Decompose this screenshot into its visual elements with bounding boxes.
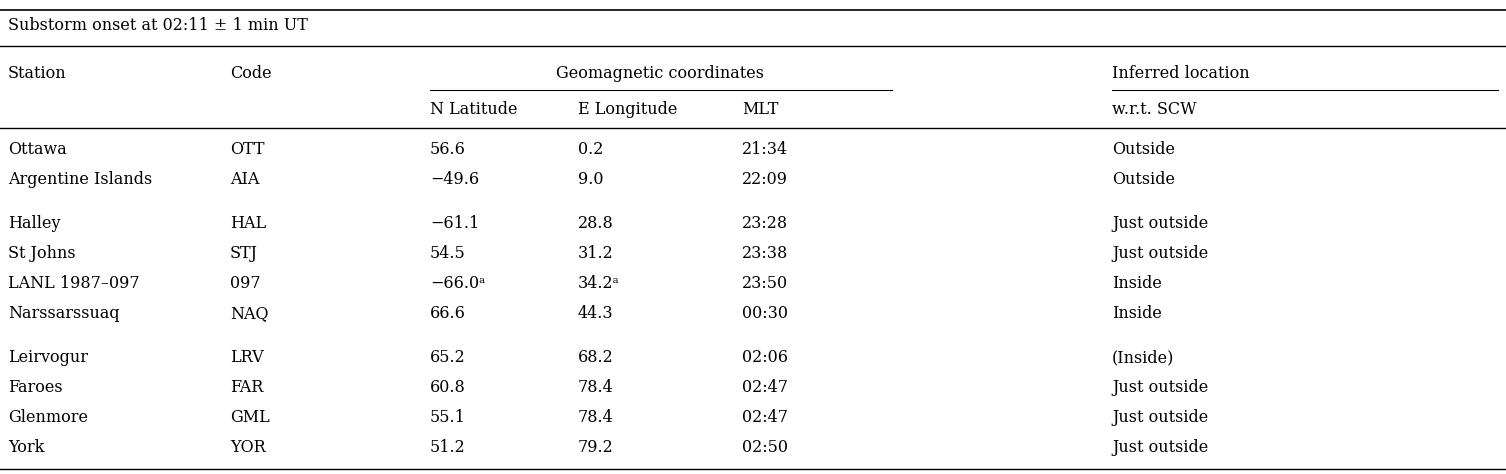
Text: (Inside): (Inside) — [1111, 349, 1175, 366]
Text: 51.2: 51.2 — [431, 439, 465, 456]
Text: MLT: MLT — [742, 101, 779, 118]
Text: 78.4: 78.4 — [578, 380, 614, 396]
Text: 21:34: 21:34 — [742, 142, 788, 158]
Text: Glenmore: Glenmore — [8, 410, 87, 427]
Text: 54.5: 54.5 — [431, 246, 465, 263]
Text: 02:47: 02:47 — [742, 380, 788, 396]
Text: 0.2: 0.2 — [578, 142, 604, 158]
Text: 00:30: 00:30 — [742, 306, 788, 322]
Text: Just outside: Just outside — [1111, 246, 1208, 263]
Text: Station: Station — [8, 64, 66, 82]
Text: NAQ: NAQ — [230, 306, 268, 322]
Text: −49.6: −49.6 — [431, 172, 479, 189]
Text: 9.0: 9.0 — [578, 172, 604, 189]
Text: 65.2: 65.2 — [431, 349, 465, 366]
Text: Narssarssuaq: Narssarssuaq — [8, 306, 119, 322]
Text: Outside: Outside — [1111, 172, 1175, 189]
Text: 44.3: 44.3 — [578, 306, 613, 322]
Text: 097: 097 — [230, 275, 261, 292]
Text: York: York — [8, 439, 44, 456]
Text: −66.0ᵃ: −66.0ᵃ — [431, 275, 485, 292]
Text: 60.8: 60.8 — [431, 380, 465, 396]
Text: LANL 1987–097: LANL 1987–097 — [8, 275, 140, 292]
Text: Argentine Islands: Argentine Islands — [8, 172, 152, 189]
Text: Ottawa: Ottawa — [8, 142, 66, 158]
Text: Halley: Halley — [8, 216, 60, 233]
Text: 55.1: 55.1 — [431, 410, 465, 427]
Text: 23:38: 23:38 — [742, 246, 788, 263]
Text: 28.8: 28.8 — [578, 216, 614, 233]
Text: Just outside: Just outside — [1111, 439, 1208, 456]
Text: E Longitude: E Longitude — [578, 101, 678, 118]
Text: 31.2: 31.2 — [578, 246, 614, 263]
Text: 02:50: 02:50 — [742, 439, 788, 456]
Text: 66.6: 66.6 — [431, 306, 465, 322]
Text: Just outside: Just outside — [1111, 380, 1208, 396]
Text: 02:06: 02:06 — [742, 349, 788, 366]
Text: YOR: YOR — [230, 439, 265, 456]
Text: Code: Code — [230, 64, 271, 82]
Text: 23:28: 23:28 — [742, 216, 788, 233]
Text: N Latitude: N Latitude — [431, 101, 518, 118]
Text: AIA: AIA — [230, 172, 259, 189]
Text: LRV: LRV — [230, 349, 264, 366]
Text: 23:50: 23:50 — [742, 275, 788, 292]
Text: 79.2: 79.2 — [578, 439, 614, 456]
Text: Inferred location: Inferred location — [1111, 64, 1250, 82]
Text: Faroes: Faroes — [8, 380, 63, 396]
Text: St Johns: St Johns — [8, 246, 75, 263]
Text: Substorm onset at 02:11 ± 1 min UT: Substorm onset at 02:11 ± 1 min UT — [8, 18, 307, 35]
Text: Outside: Outside — [1111, 142, 1175, 158]
Text: 02:47: 02:47 — [742, 410, 788, 427]
Text: −61.1: −61.1 — [431, 216, 479, 233]
Text: 56.6: 56.6 — [431, 142, 465, 158]
Text: FAR: FAR — [230, 380, 264, 396]
Text: Just outside: Just outside — [1111, 216, 1208, 233]
Text: Geomagnetic coordinates: Geomagnetic coordinates — [556, 64, 764, 82]
Text: 68.2: 68.2 — [578, 349, 614, 366]
Text: OTT: OTT — [230, 142, 265, 158]
Text: w.r.t. SCW: w.r.t. SCW — [1111, 101, 1197, 118]
Text: Inside: Inside — [1111, 306, 1161, 322]
Text: HAL: HAL — [230, 216, 267, 233]
Text: 78.4: 78.4 — [578, 410, 614, 427]
Text: Inside: Inside — [1111, 275, 1161, 292]
Text: GML: GML — [230, 410, 270, 427]
Text: Just outside: Just outside — [1111, 410, 1208, 427]
Text: STJ: STJ — [230, 246, 258, 263]
Text: Leirvogur: Leirvogur — [8, 349, 87, 366]
Text: 34.2ᵃ: 34.2ᵃ — [578, 275, 620, 292]
Text: 22:09: 22:09 — [742, 172, 788, 189]
